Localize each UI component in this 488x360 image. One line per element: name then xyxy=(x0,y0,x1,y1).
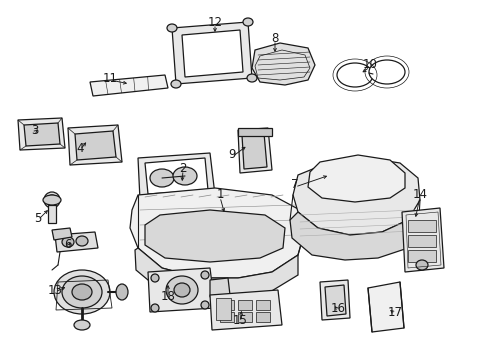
Polygon shape xyxy=(24,123,60,146)
Ellipse shape xyxy=(201,301,208,309)
Ellipse shape xyxy=(62,276,102,308)
Ellipse shape xyxy=(336,63,372,87)
Bar xyxy=(220,300,234,310)
Text: 14: 14 xyxy=(412,189,427,202)
Polygon shape xyxy=(68,125,122,165)
Polygon shape xyxy=(325,285,346,316)
Text: 8: 8 xyxy=(271,31,278,45)
Ellipse shape xyxy=(150,169,174,187)
Polygon shape xyxy=(172,22,251,84)
Polygon shape xyxy=(242,133,266,169)
Polygon shape xyxy=(90,75,168,96)
Ellipse shape xyxy=(116,284,128,300)
Ellipse shape xyxy=(243,18,252,26)
Polygon shape xyxy=(251,43,314,85)
Ellipse shape xyxy=(201,271,208,279)
Bar xyxy=(238,128,271,136)
Text: 6: 6 xyxy=(64,238,72,252)
Text: 17: 17 xyxy=(386,306,402,319)
Ellipse shape xyxy=(246,74,257,82)
Bar xyxy=(48,205,56,223)
Text: 1: 1 xyxy=(216,189,224,202)
Polygon shape xyxy=(142,190,212,208)
Ellipse shape xyxy=(43,195,61,205)
Bar xyxy=(238,300,251,310)
Polygon shape xyxy=(75,131,116,160)
Polygon shape xyxy=(401,208,443,272)
Ellipse shape xyxy=(62,237,74,247)
Ellipse shape xyxy=(151,304,159,312)
Polygon shape xyxy=(238,128,271,173)
Ellipse shape xyxy=(165,276,198,304)
Polygon shape xyxy=(145,210,285,262)
Text: 15: 15 xyxy=(232,314,247,327)
Polygon shape xyxy=(55,232,98,252)
Polygon shape xyxy=(289,212,417,260)
Polygon shape xyxy=(182,30,243,77)
Ellipse shape xyxy=(54,270,110,314)
Ellipse shape xyxy=(174,283,190,297)
Bar xyxy=(256,312,269,322)
Bar xyxy=(238,312,251,322)
Polygon shape xyxy=(130,188,305,278)
Polygon shape xyxy=(319,280,349,320)
Ellipse shape xyxy=(44,192,60,208)
Polygon shape xyxy=(52,228,72,240)
Polygon shape xyxy=(135,248,297,298)
Polygon shape xyxy=(209,278,229,297)
Ellipse shape xyxy=(47,195,57,205)
Bar xyxy=(407,235,435,247)
Ellipse shape xyxy=(76,236,88,246)
Bar xyxy=(407,250,435,262)
Polygon shape xyxy=(307,155,404,202)
Ellipse shape xyxy=(171,80,181,88)
Text: 11: 11 xyxy=(102,72,117,85)
Ellipse shape xyxy=(368,60,404,84)
Ellipse shape xyxy=(167,24,177,32)
Text: 16: 16 xyxy=(330,302,345,315)
Text: 13: 13 xyxy=(47,284,62,297)
Polygon shape xyxy=(18,118,65,150)
Ellipse shape xyxy=(72,284,92,300)
Text: 7: 7 xyxy=(291,179,298,192)
Text: 9: 9 xyxy=(228,148,235,162)
Text: 5: 5 xyxy=(34,211,41,225)
Ellipse shape xyxy=(415,260,427,270)
Polygon shape xyxy=(209,290,282,330)
Polygon shape xyxy=(145,158,207,194)
Bar xyxy=(407,220,435,232)
Text: 18: 18 xyxy=(160,291,175,303)
Text: 10: 10 xyxy=(362,58,377,72)
Text: 12: 12 xyxy=(207,15,222,28)
Ellipse shape xyxy=(173,167,197,185)
Polygon shape xyxy=(138,153,215,200)
Ellipse shape xyxy=(151,274,159,282)
Text: 3: 3 xyxy=(31,123,39,136)
Text: 2: 2 xyxy=(179,162,186,175)
Bar xyxy=(216,298,230,320)
Ellipse shape xyxy=(74,320,90,330)
Polygon shape xyxy=(367,282,403,332)
Bar xyxy=(256,300,269,310)
Text: 4: 4 xyxy=(76,141,83,154)
Bar xyxy=(220,312,234,322)
Polygon shape xyxy=(148,268,215,312)
Polygon shape xyxy=(292,158,419,235)
